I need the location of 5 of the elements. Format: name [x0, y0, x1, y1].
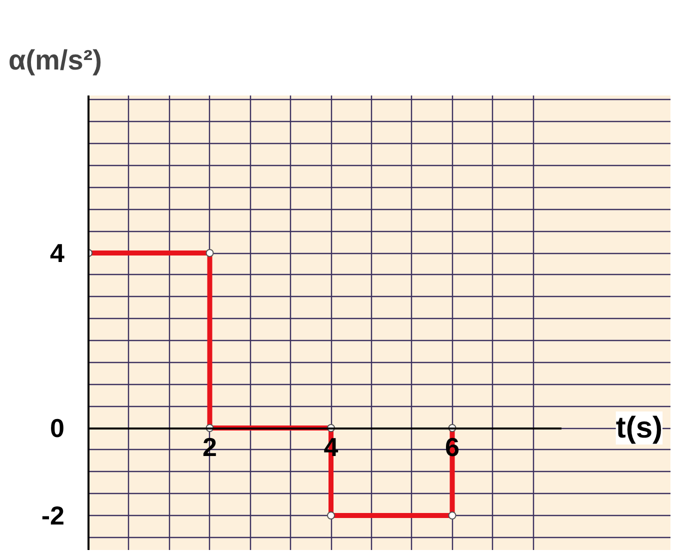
y-tick-label: -2 [41, 500, 65, 530]
y-axis-title: α(m/s²) [8, 44, 102, 76]
x-axis-title: t(s) [616, 412, 662, 444]
y-tick-label: 0 [50, 413, 65, 443]
y-tick-label: 4 [50, 238, 66, 268]
